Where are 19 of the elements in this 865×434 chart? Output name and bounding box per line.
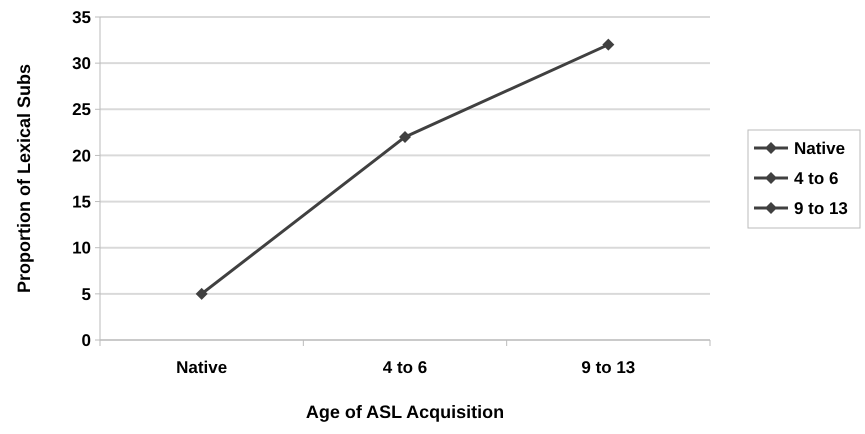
y-tick-label: 30	[72, 54, 91, 74]
y-tick-label: 25	[72, 100, 91, 120]
y-tick-label: 10	[72, 238, 91, 258]
legend-label: 4 to 6	[794, 168, 838, 188]
y-tick-label: 20	[72, 146, 91, 166]
legend-label: 9 to 13	[794, 198, 848, 218]
y-tick-label: 35	[72, 8, 91, 27]
point	[399, 130, 411, 143]
point	[196, 288, 208, 300]
x-axis-title: Age of ASL Acquisition	[306, 402, 504, 422]
y-axis-title: Proportion of Lexical Subs	[14, 64, 34, 294]
x-tick-label: 4 to 6	[382, 358, 428, 377]
point	[602, 38, 614, 51]
x-tick-label: Native	[176, 358, 228, 377]
x-tick-label: 9 to 13	[581, 358, 636, 377]
y-tick-label: 5	[82, 284, 91, 304]
y-tick-label: 15	[72, 192, 91, 212]
legend-label: Native	[794, 138, 846, 158]
y-tick-label: 0	[82, 330, 91, 350]
